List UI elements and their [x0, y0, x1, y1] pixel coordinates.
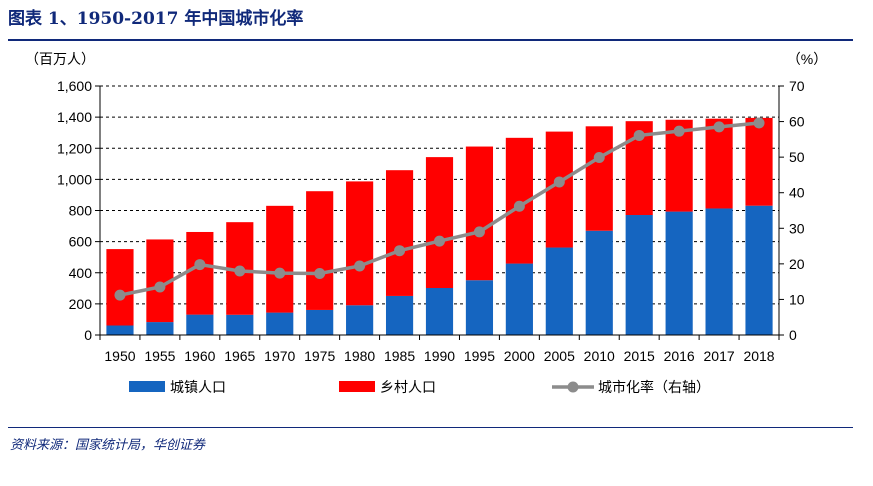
- rate-point: [154, 281, 166, 293]
- rate-point: [633, 129, 645, 141]
- bar-urban: [705, 208, 733, 335]
- bar-rural: [425, 157, 454, 289]
- left-axis-unit-label: （百万人）: [25, 51, 95, 67]
- x-axis-tick-label: 2005: [544, 348, 575, 364]
- x-axis-tick-label: 2000: [504, 348, 535, 364]
- left-axis-tick-label: 0: [84, 327, 92, 343]
- x-axis-tick-label: 2016: [664, 348, 695, 364]
- rate-point: [434, 235, 445, 247]
- x-axis-tick-label: 1990: [424, 348, 455, 364]
- bar-rural: [186, 231, 214, 315]
- bar-urban: [385, 295, 414, 335]
- right-axis-tick-label: 40: [789, 185, 805, 201]
- rate-point: [513, 200, 525, 212]
- bar-urban: [625, 215, 653, 335]
- left-axis-tick-label: 600: [69, 234, 93, 250]
- bar-urban: [505, 263, 533, 335]
- right-axis-tick-label: 50: [789, 149, 805, 165]
- legend-swatch-rate-point: [567, 381, 579, 393]
- rate-point: [274, 267, 286, 279]
- figure-title: 图表 1、1950-2017 年中国城市化率: [8, 9, 304, 29]
- rate-point: [314, 267, 326, 279]
- rate-point: [394, 245, 406, 257]
- bar-rural: [745, 117, 773, 206]
- rate-point: [234, 265, 246, 277]
- legend-label-urban: 城镇人口: [170, 379, 226, 395]
- legend-swatch-urban: [129, 381, 165, 392]
- bar-urban: [306, 309, 334, 335]
- rate-point: [354, 260, 366, 272]
- bar-urban: [545, 247, 573, 335]
- bar-urban: [146, 322, 174, 335]
- rate-point: [553, 176, 565, 188]
- right-axis-tick-label: 30: [789, 220, 805, 236]
- bar-urban: [186, 314, 214, 335]
- x-axis-tick-label: 1965: [224, 348, 255, 364]
- x-axis-tick-label: 1955: [144, 348, 175, 364]
- bar-urban: [226, 314, 254, 335]
- legend-swatch-rural: [339, 381, 375, 392]
- bar-urban: [266, 312, 294, 335]
- legend-label-rate: 城市化率（右轴）: [598, 379, 710, 395]
- left-axis-tick-label: 400: [69, 265, 93, 281]
- right-axis-tick-label: 10: [789, 291, 805, 307]
- rate-point: [593, 151, 605, 163]
- rate-point: [194, 259, 206, 271]
- source-rule: [8, 427, 853, 428]
- bar-urban: [585, 230, 613, 335]
- bar-rural: [705, 118, 733, 209]
- x-axis-tick-label: 1975: [304, 348, 335, 364]
- legend-label-rural: 乡村人口: [380, 379, 436, 395]
- right-axis-tick-label: 70: [789, 78, 805, 94]
- bar-urban: [665, 211, 693, 335]
- bar-urban: [465, 280, 494, 335]
- x-axis-tick-label: 1985: [384, 348, 415, 364]
- x-axis-tick-label: 1995: [464, 348, 495, 364]
- bar-urban: [745, 205, 773, 335]
- bar-urban: [106, 325, 134, 335]
- right-axis-tick-label: 60: [789, 114, 805, 130]
- bar-rural: [306, 191, 334, 310]
- left-axis-tick-label: 1,000: [57, 171, 92, 187]
- x-axis-tick-label: 1960: [184, 348, 215, 364]
- left-axis-tick-label: 1,400: [57, 109, 92, 125]
- right-axis-tick-label: 0: [789, 327, 797, 343]
- x-axis-tick-label: 2018: [743, 348, 774, 364]
- bar-urban: [425, 288, 454, 335]
- x-axis-tick-label: 1980: [344, 348, 375, 364]
- rate-point: [114, 289, 126, 301]
- left-axis-tick-label: 1,600: [57, 78, 92, 94]
- source-note: 资料来源：国家统计局，华创证券: [10, 438, 206, 453]
- rate-point: [473, 226, 485, 238]
- bar-rural: [465, 146, 494, 281]
- bar-rural: [385, 170, 414, 296]
- x-axis-tick-label: 1950: [104, 348, 135, 364]
- bar-rural: [346, 181, 374, 306]
- rate-point: [753, 117, 765, 129]
- urbanization-chart: 0 200 400 600 800 1,000 1,200 1,400 1,600 0 10 20 30…: [25, 51, 827, 395]
- title-rule: [8, 39, 853, 41]
- left-axis-tick-label: 800: [69, 203, 93, 219]
- bar-urban: [346, 305, 374, 335]
- bar-rural: [585, 126, 613, 231]
- rate-point: [673, 125, 685, 137]
- right-axis-unit-label: （%）: [787, 51, 827, 67]
- x-axis-tick-label: 2015: [624, 348, 655, 364]
- bar-rural: [266, 205, 294, 313]
- left-axis-tick-label: 1,200: [57, 140, 92, 156]
- rate-point: [713, 121, 725, 133]
- x-axis-tick-label: 1970: [264, 348, 295, 364]
- right-axis-tick-label: 20: [789, 256, 805, 272]
- left-axis-tick-label: 200: [69, 296, 93, 312]
- bar-rural: [106, 249, 134, 326]
- x-axis-tick-label: 2017: [704, 348, 735, 364]
- x-axis-tick-label: 2010: [584, 348, 615, 364]
